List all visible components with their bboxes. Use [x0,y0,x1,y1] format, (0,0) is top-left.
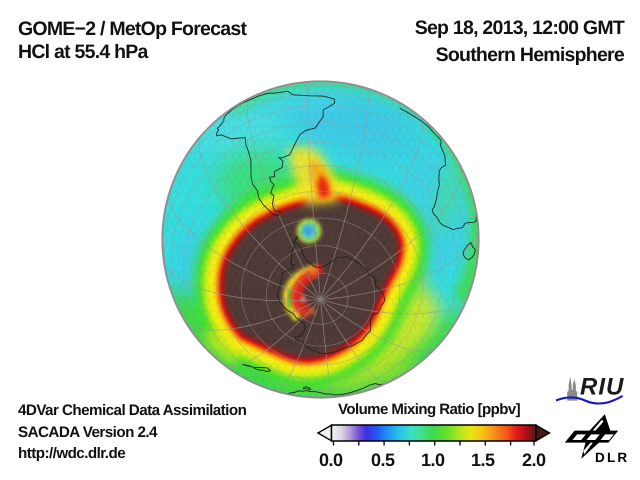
svg-text:RIU: RIU [580,374,624,401]
svg-text:DLR: DLR [595,450,629,465]
